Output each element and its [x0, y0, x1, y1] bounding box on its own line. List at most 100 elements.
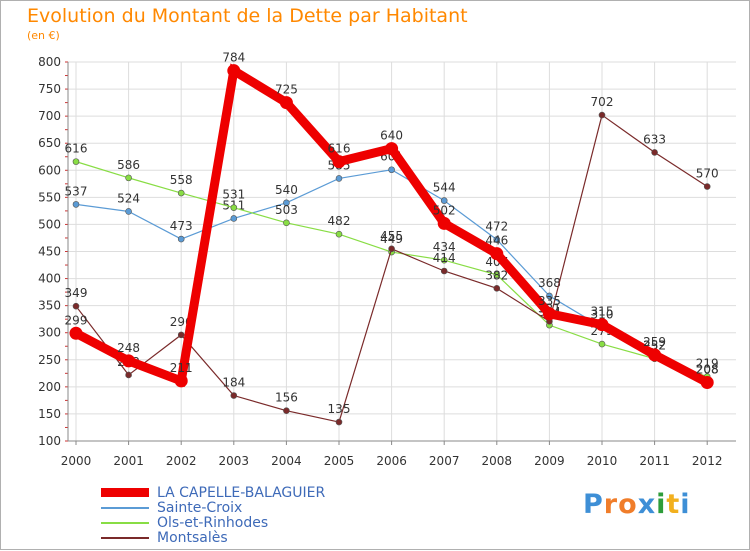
- data-point-ols-et-rinhodes: [335, 230, 343, 238]
- data-point-montsale-s: [125, 371, 132, 379]
- data-label-la-capelle-balaguier: 446: [485, 234, 508, 248]
- data-point-la-capelle-balaguier: [227, 64, 241, 78]
- data-point-sainte-croix: [440, 197, 448, 204]
- data-point-sainte-croix: [388, 166, 395, 174]
- x-tick-label: 2012: [692, 454, 723, 468]
- data-label-la-capelle-balaguier: 784: [222, 51, 245, 65]
- data-point-sainte-croix: [177, 235, 185, 243]
- legend: LA CAPELLE-BALAGUIER Sainte-Croix Ols-et-R…: [101, 484, 326, 546]
- data-point-ols-et-rinhodes: [493, 271, 501, 279]
- data-point-la-capelle-balaguier: [69, 326, 83, 340]
- data-point-ols-et-rinhodes: [598, 340, 606, 348]
- data-label-sainte-croix: 540: [275, 183, 298, 197]
- data-point-sainte-croix: [546, 292, 553, 300]
- legend-swatch: [101, 536, 149, 539]
- data-point-ols-et-rinhodes: [283, 219, 290, 227]
- data-label-sainte-croix: 524: [117, 191, 140, 205]
- legend-label: Sainte-Croix: [157, 499, 243, 516]
- data-point-ols-et-rinhodes: [177, 189, 185, 197]
- data-label-montsale-s: 702: [591, 95, 614, 109]
- y-tick-label: 450: [38, 245, 61, 259]
- data-point-la-capelle-balaguier: [122, 354, 136, 368]
- data-label-montsale-s: 633: [643, 132, 666, 146]
- data-point-montsale-s: [440, 267, 448, 275]
- data-label-montsale-s: 414: [433, 251, 456, 265]
- data-point-montsale-s: [703, 183, 711, 190]
- data-point-sainte-croix: [283, 199, 290, 207]
- legend-item: Montsalès: [101, 529, 325, 546]
- data-label-la-capelle-balaguier: 208: [696, 363, 719, 377]
- logo-letter: r: [603, 489, 619, 520]
- x-tick-label: 2009: [534, 454, 565, 468]
- data-point-sainte-croix: [335, 175, 343, 182]
- data-point-sainte-croix: [493, 236, 501, 243]
- data-label-sainte-croix: 368: [538, 276, 561, 290]
- legend-label: Ols-et-Rinhodes: [157, 514, 269, 531]
- legend-swatch: [101, 506, 149, 509]
- data-point-montsale-s: [72, 302, 80, 310]
- data-label-ols-et-rinhodes: 558: [170, 173, 193, 187]
- data-point-montsale-s: [388, 245, 395, 253]
- x-tick-label: 2001: [113, 454, 144, 468]
- x-tick-label: 2003: [219, 454, 250, 468]
- data-label-la-capelle-balaguier: 248: [117, 341, 140, 355]
- data-point-ols-et-rinhodes: [125, 174, 132, 182]
- data-point-la-capelle-balaguier: [437, 216, 451, 230]
- y-tick-label: 350: [38, 299, 61, 313]
- y-tick-label: 400: [38, 272, 61, 286]
- data-label-sainte-croix: 537: [65, 184, 88, 198]
- x-tick-label: 2004: [271, 454, 302, 468]
- y-tick-label: 700: [38, 109, 61, 123]
- y-tick-label: 500: [38, 217, 61, 231]
- x-tick-label: 2008: [482, 454, 513, 468]
- legend-label: LA CAPELLE-BALAGUIER: [157, 484, 326, 501]
- data-point-montsale-s: [493, 285, 501, 292]
- data-point-la-capelle-balaguier: [279, 96, 293, 110]
- data-label-la-capelle-balaguier: 640: [380, 129, 403, 143]
- y-tick-label: 150: [38, 407, 61, 421]
- data-point-ols-et-rinhodes: [230, 204, 238, 211]
- data-point-la-capelle-balaguier: [700, 376, 714, 390]
- data-label-ols-et-rinhodes: 449: [380, 232, 403, 246]
- data-label-montsale-s: 156: [275, 391, 298, 405]
- data-point-sainte-croix: [72, 201, 80, 208]
- logo-letter: t: [666, 489, 681, 520]
- data-label-montsale-s: 455: [380, 229, 403, 243]
- legend-item: LA CAPELLE-BALAGUIER: [101, 484, 326, 501]
- data-label-montsale-s: 349: [65, 286, 88, 300]
- x-tick-label: 2002: [166, 454, 197, 468]
- data-label-ols-et-rinhodes: 616: [65, 142, 88, 156]
- logo-letter: x: [637, 489, 657, 520]
- logo-letter: i: [680, 489, 691, 520]
- legend-swatch: [101, 521, 149, 524]
- legend-label: Montsalès: [157, 529, 228, 546]
- y-tick-label: 100: [38, 434, 61, 448]
- data-label-ols-et-rinhodes: 586: [117, 158, 140, 172]
- data-label-ols-et-rinhodes: 482: [328, 214, 351, 228]
- data-point-la-capelle-balaguier: [385, 142, 399, 156]
- data-point-montsale-s: [335, 418, 343, 426]
- data-point-montsale-s: [283, 407, 290, 414]
- logo-letter: i: [656, 489, 667, 520]
- logo-letter: P: [583, 489, 604, 520]
- data-point-sainte-croix: [230, 215, 238, 222]
- x-tick-label: 2006: [376, 454, 407, 468]
- x-tick-label: 2007: [429, 454, 460, 468]
- data-point-la-capelle-balaguier: [648, 348, 662, 362]
- data-label-ols-et-rinhodes: 531: [222, 188, 245, 202]
- y-tick-label: 750: [38, 82, 61, 96]
- unit-label: (en €): [27, 29, 60, 42]
- y-tick-label: 300: [38, 326, 61, 340]
- data-label-la-capelle-balaguier: 211: [170, 361, 193, 375]
- data-label-la-capelle-balaguier: 502: [433, 203, 456, 217]
- data-label-la-capelle-balaguier: 259: [643, 335, 666, 349]
- data-point-montsale-s: [230, 392, 238, 399]
- data-label-sainte-croix: 208: [696, 363, 719, 377]
- x-tick-label: 2000: [61, 454, 92, 468]
- data-point-la-capelle-balaguier: [332, 155, 346, 169]
- data-point-la-capelle-balaguier: [490, 247, 504, 261]
- legend-swatch: [101, 488, 149, 497]
- data-label-montsale-s: 135: [328, 402, 351, 416]
